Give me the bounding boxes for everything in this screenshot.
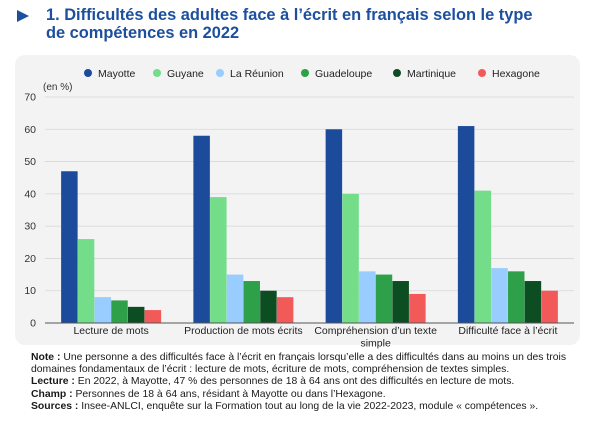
bar	[276, 297, 294, 323]
title-arrow-icon	[17, 10, 29, 22]
bar	[524, 281, 542, 323]
bar	[111, 300, 128, 323]
bar-chart: (en %) 0 10 20 30 40 50 60 70 Mayotte Guyane La Réu…	[24, 68, 574, 350]
title-text: 1. Difficultés des adultes face à l’écri…	[46, 6, 546, 42]
legend-marker	[393, 69, 401, 77]
x-category-label: simple	[360, 338, 391, 350]
bar	[474, 190, 492, 323]
bar	[144, 310, 162, 323]
legend-label: Guyane	[167, 68, 204, 80]
bar	[541, 290, 558, 323]
legend-label: Hexagone	[492, 68, 540, 80]
bar	[61, 171, 78, 323]
scope-text: Champ : Personnes de 18 à 64 ans, résida…	[31, 388, 386, 400]
bar	[260, 290, 277, 323]
y-tick-label: 50	[24, 156, 36, 168]
bar	[375, 274, 393, 323]
bar	[392, 281, 409, 323]
bar	[210, 197, 227, 323]
x-category-label: Difficulté face à l’écrit	[458, 325, 557, 337]
bar	[491, 268, 508, 323]
chart-notes: Note : Une personne a des difficultés fa…	[31, 352, 576, 413]
bar	[507, 271, 525, 323]
title-line-1: 1. Difficultés des adultes face à l’écri…	[46, 6, 533, 24]
x-category-label: Production de mots écrits	[184, 325, 302, 337]
legend-marker	[153, 69, 161, 77]
bar	[342, 193, 359, 323]
legend-marker	[216, 69, 224, 77]
bar	[243, 281, 260, 323]
bar	[94, 297, 112, 323]
note-text: Note : Une personne a des difficultés fa…	[31, 352, 567, 376]
y-tick-label: 70	[24, 92, 36, 104]
legend-marker	[301, 69, 309, 77]
bar	[77, 239, 95, 323]
sources-text: Sources : Insee-ANLCI, enquête sur la Fo…	[31, 400, 539, 412]
legend-marker	[478, 69, 486, 77]
x-category-label: Lecture de mots	[73, 325, 148, 337]
bar	[226, 274, 244, 323]
y-tick-label: 40	[24, 188, 36, 200]
y-tick-label: 20	[24, 253, 36, 265]
bar	[325, 129, 343, 323]
y-tick-label: 10	[24, 285, 36, 297]
legend-marker	[84, 69, 92, 77]
legend-label: Martinique	[407, 68, 456, 80]
bar	[359, 271, 376, 323]
reading-text: Lecture : En 2022, à Mayotte, 47 % des p…	[31, 376, 515, 388]
title-line-2: de compétences en 2022	[46, 24, 240, 42]
bar	[457, 126, 475, 323]
bar	[409, 293, 426, 323]
y-tick-label: 30	[24, 221, 36, 233]
y-unit-label: (en %)	[43, 82, 72, 93]
y-tick-label: 60	[24, 124, 36, 136]
legend-label: Mayotte	[98, 68, 136, 80]
x-category-label: Compréhension d’un texte	[314, 325, 437, 337]
bar	[193, 135, 210, 323]
legend-label: La Réunion	[230, 68, 284, 80]
legend-label: Guadeloupe	[315, 68, 372, 80]
bar	[127, 306, 145, 323]
y-tick-label: 0	[30, 318, 36, 330]
